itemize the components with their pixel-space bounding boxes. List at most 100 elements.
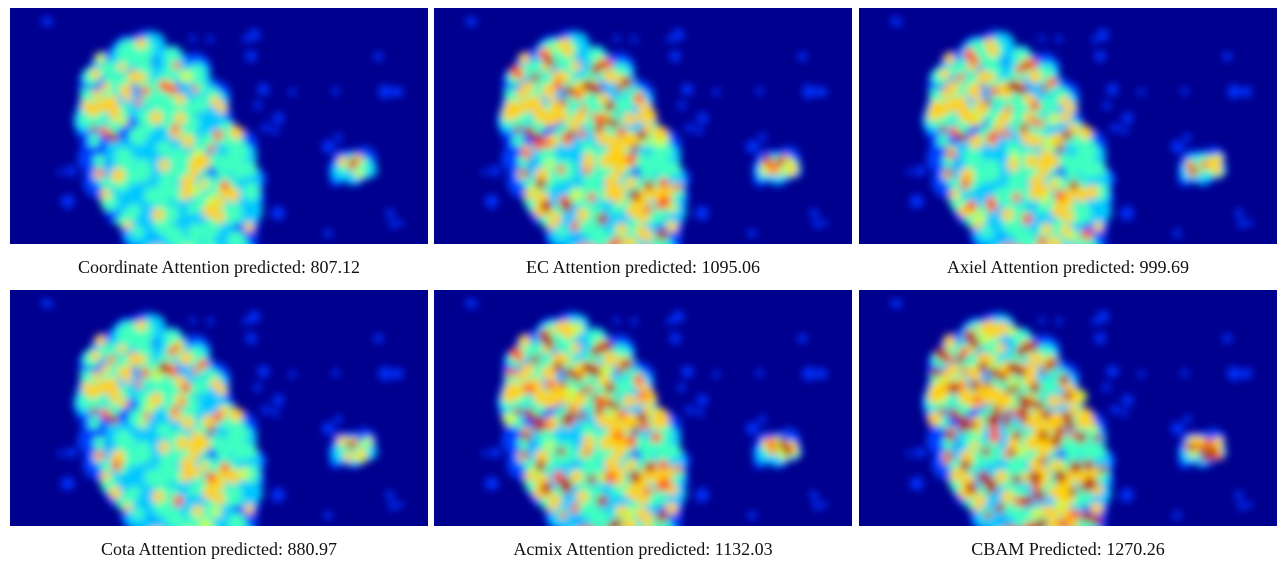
- heat-dot: [183, 528, 192, 537]
- heat-dot: [1048, 113, 1060, 125]
- heat-dot: [1055, 318, 1062, 325]
- heat-dot: [229, 423, 245, 439]
- heat-dot: [231, 444, 248, 461]
- heat-dot: [175, 94, 186, 105]
- heat-dot: [168, 148, 187, 167]
- heat-dot: [545, 159, 554, 168]
- heat-dot: [1238, 220, 1246, 228]
- heat-dot: [616, 367, 623, 374]
- heat-dot: [697, 113, 708, 124]
- heat-dot: [90, 125, 97, 132]
- heatmap: [434, 8, 852, 264]
- heat-dot: [111, 168, 125, 182]
- heat-dot: [610, 401, 619, 410]
- heat-dot: [43, 299, 53, 309]
- heat-dot: [541, 201, 552, 212]
- heat-dot: [1183, 133, 1191, 141]
- heat-dot: [1037, 236, 1047, 246]
- heat-dot: [135, 98, 142, 105]
- heat-dot: [613, 317, 620, 324]
- figure: Coordinate Attention predicted: 807.12EC…: [0, 0, 1286, 562]
- heat-dot: [149, 393, 162, 406]
- heat-dot: [202, 245, 214, 257]
- heat-dot: [1066, 103, 1076, 113]
- heat-dot: [553, 323, 563, 333]
- heat-dot: [644, 462, 654, 472]
- heat-dot: [956, 73, 965, 82]
- heat-dot: [556, 447, 565, 456]
- heat-dot: [226, 470, 240, 484]
- heat-dot: [152, 208, 165, 221]
- heat-dot: [149, 529, 159, 539]
- heat-dot: [158, 441, 170, 453]
- caption: Cota Attention predicted: 880.97: [101, 539, 337, 559]
- heat-dot: [630, 36, 637, 43]
- heat-dot: [748, 229, 757, 238]
- heat-dot: [261, 405, 270, 414]
- heat-dot: [656, 229, 667, 240]
- heat-dot: [628, 459, 637, 468]
- heat-dot: [628, 177, 637, 186]
- heat-dot: [906, 451, 912, 457]
- heat-dot: [577, 411, 586, 420]
- heat-dot: [192, 505, 203, 516]
- heat-dot: [1086, 185, 1099, 198]
- heat-dot: [503, 388, 517, 402]
- heat-dot: [966, 201, 977, 212]
- heat-dot: [378, 85, 392, 99]
- heat-dot: [590, 347, 599, 356]
- heat-dot: [654, 126, 668, 140]
- heat-dot: [756, 370, 764, 378]
- heat-dot: [590, 84, 601, 95]
- heat-dot: [972, 83, 982, 93]
- heat-dot: [1102, 101, 1110, 109]
- heat-dot: [611, 485, 623, 497]
- heat-dot: [543, 139, 551, 147]
- heat-dot: [520, 82, 532, 94]
- heat-dot: [202, 204, 216, 218]
- heat-dot: [324, 229, 333, 238]
- heat-dot: [1028, 70, 1041, 83]
- heat-dot: [987, 45, 999, 57]
- heat-dot: [1032, 528, 1041, 537]
- heat-dot: [631, 144, 639, 152]
- heat-dot: [374, 334, 383, 343]
- heat-dot: [1054, 190, 1065, 201]
- heat-dot: [217, 385, 227, 395]
- heat-dot: [158, 159, 170, 171]
- heat-dot: [158, 362, 169, 373]
- heat-dot: [1080, 444, 1097, 461]
- heat-dot: [334, 415, 342, 423]
- heat-dot: [1190, 167, 1198, 175]
- heat-dot: [128, 70, 142, 84]
- heat-dot: [108, 414, 118, 424]
- heat-dot: [245, 51, 256, 62]
- heat-dot: [713, 371, 720, 378]
- heat-dot: [512, 135, 524, 147]
- heat-dot: [1227, 367, 1241, 381]
- heat-dot: [587, 193, 596, 202]
- heat-dot: [559, 478, 569, 488]
- heat-dot: [191, 96, 208, 113]
- heat-dot: [191, 378, 208, 395]
- heat-dot: [1171, 140, 1184, 153]
- heat-dot: [66, 448, 77, 459]
- heat-dot: [631, 243, 643, 255]
- heat-dot: [97, 451, 104, 458]
- heat-dot: [155, 528, 164, 537]
- heat-dot: [180, 188, 192, 200]
- heat-dot: [1012, 193, 1021, 202]
- heat-dot: [1246, 220, 1252, 226]
- heat-dot: [179, 70, 192, 83]
- heat-dot: [324, 511, 333, 520]
- heat-dot: [629, 472, 640, 483]
- heat-dot: [200, 462, 209, 471]
- heat-dot: [813, 220, 821, 228]
- heat-dot: [673, 465, 681, 473]
- heat-dot: [200, 180, 209, 189]
- heat-dot: [117, 63, 126, 72]
- heat-dot: [1122, 113, 1133, 124]
- heat-dot: [1005, 105, 1012, 112]
- heat-dot: [127, 331, 146, 350]
- heat-dot: [1036, 203, 1048, 215]
